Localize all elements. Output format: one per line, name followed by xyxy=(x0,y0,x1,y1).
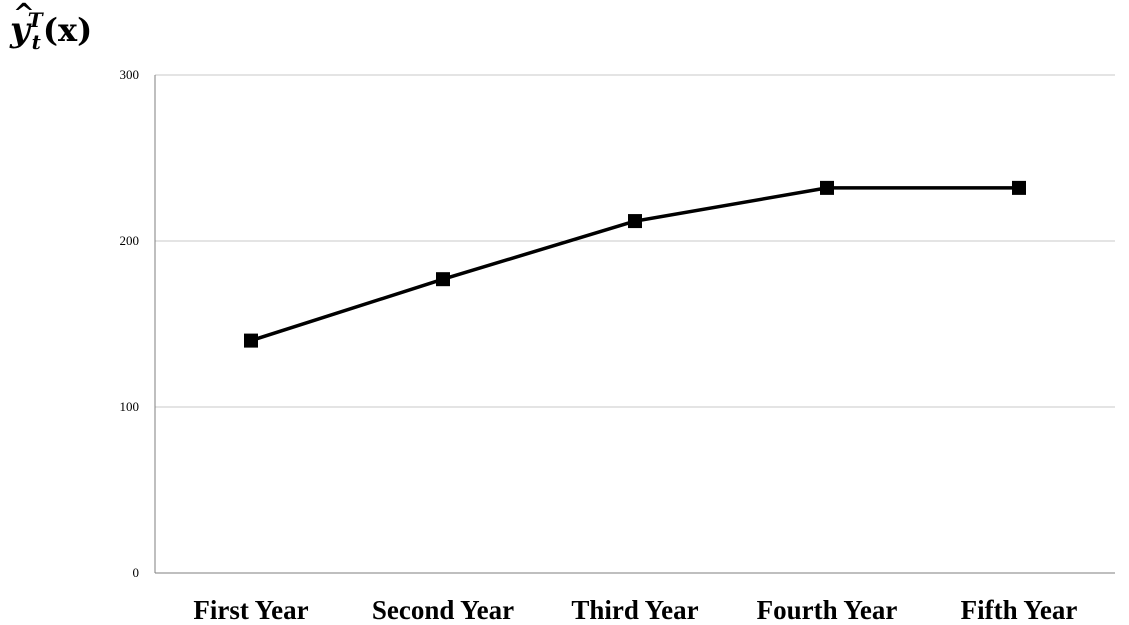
x-category-labels: First Year Second Year Third Year Fourth Ye… xyxy=(193,595,1077,625)
data-point-marker xyxy=(628,214,642,229)
y-axis-label-hat: ^ xyxy=(13,0,35,29)
y-tick-label: 300 xyxy=(120,67,140,82)
y-tick-label: 200 xyxy=(120,233,140,248)
x-category-label: First Year xyxy=(193,595,308,625)
y-axis-label: y ^ Tt(x) xyxy=(10,0,93,54)
series-line xyxy=(250,186,1019,343)
y-axis-label-base: y ^ xyxy=(10,0,35,50)
data-point-marker xyxy=(1012,180,1026,195)
x-category-label: Fifth Year xyxy=(961,595,1078,625)
y-axis-label-subscript: t xyxy=(31,30,41,54)
y-axis-label-superscript: T xyxy=(27,8,43,32)
data-point-marker xyxy=(244,333,258,348)
x-category-label: Fourth Year xyxy=(757,595,898,625)
series-markers xyxy=(244,180,1026,348)
x-category-label: Third Year xyxy=(571,595,698,625)
gridlines xyxy=(155,74,1115,408)
x-category-label: Second Year xyxy=(372,595,514,625)
data-point-marker xyxy=(820,180,834,195)
y-axis-label-argument: (x) xyxy=(42,11,93,49)
y-tick-labels: 0 100 200 300 xyxy=(120,67,140,580)
y-tick-label: 100 xyxy=(120,399,140,414)
y-tick-label: 0 xyxy=(133,565,140,580)
data-point-marker xyxy=(436,272,450,287)
